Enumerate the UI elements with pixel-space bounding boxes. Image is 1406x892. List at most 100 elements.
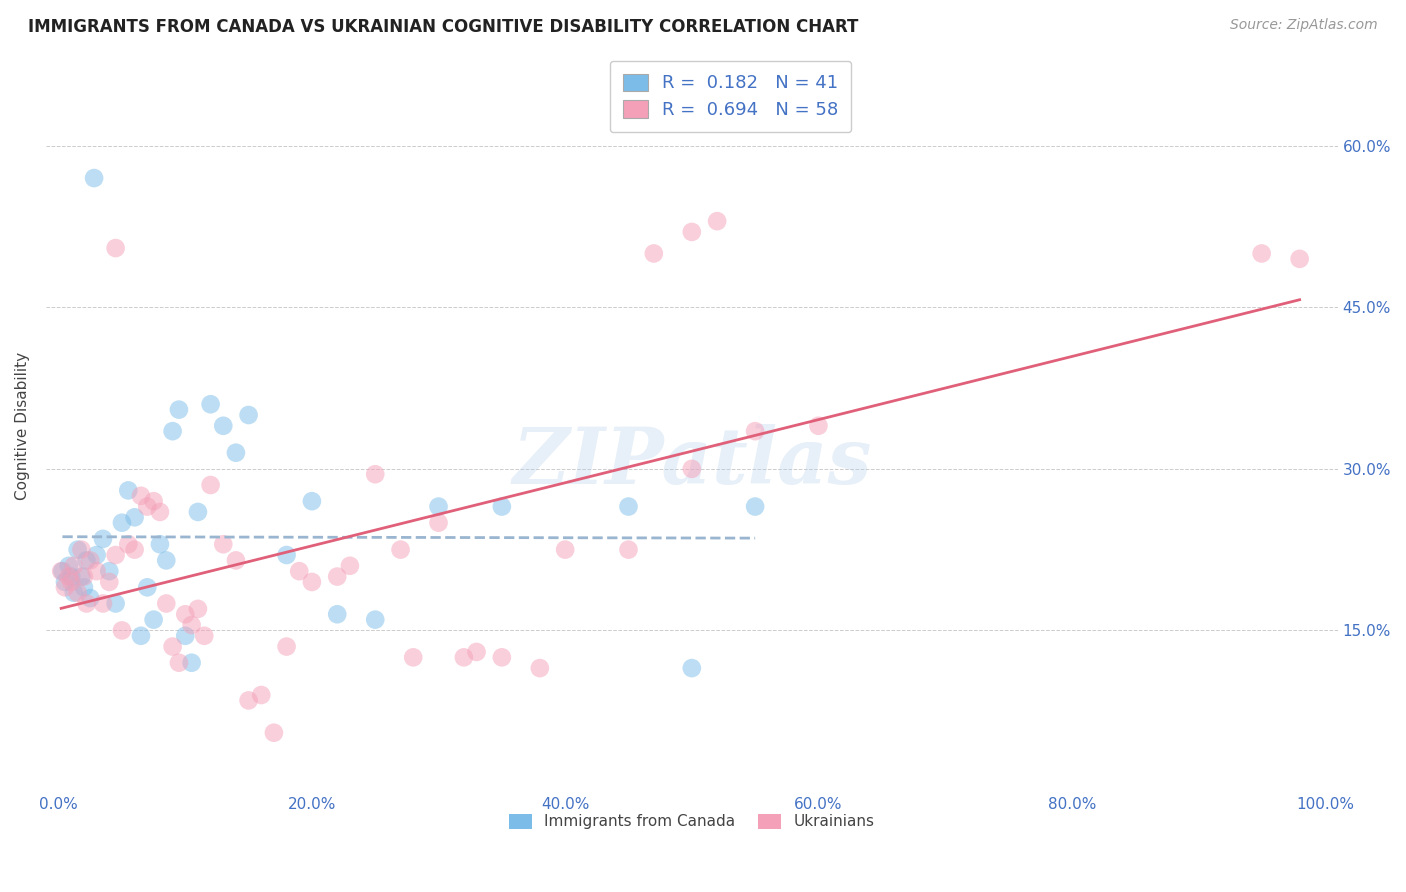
Point xyxy=(86,548,108,562)
Point xyxy=(339,558,361,573)
Point xyxy=(136,580,159,594)
Point xyxy=(70,569,93,583)
Point xyxy=(66,585,89,599)
Point xyxy=(389,542,412,557)
Point xyxy=(73,580,96,594)
Point xyxy=(326,569,349,583)
Point xyxy=(53,580,76,594)
Point xyxy=(66,542,89,557)
Point xyxy=(104,241,127,255)
Point xyxy=(681,462,703,476)
Point xyxy=(79,553,101,567)
Point xyxy=(162,424,184,438)
Point xyxy=(465,645,488,659)
Point xyxy=(117,483,139,498)
Point xyxy=(301,494,323,508)
Point xyxy=(60,574,83,589)
Point xyxy=(136,500,159,514)
Point xyxy=(174,629,197,643)
Point xyxy=(301,574,323,589)
Point xyxy=(111,516,134,530)
Point xyxy=(364,613,387,627)
Text: ZIPatlas: ZIPatlas xyxy=(512,425,872,500)
Point xyxy=(129,489,152,503)
Point xyxy=(76,553,98,567)
Point xyxy=(70,542,93,557)
Point xyxy=(124,510,146,524)
Point xyxy=(162,640,184,654)
Point xyxy=(51,564,73,578)
Point xyxy=(225,446,247,460)
Point xyxy=(117,537,139,551)
Point xyxy=(200,397,222,411)
Point xyxy=(200,478,222,492)
Point xyxy=(453,650,475,665)
Point xyxy=(63,585,86,599)
Point xyxy=(681,225,703,239)
Point xyxy=(238,693,260,707)
Point xyxy=(98,564,121,578)
Point xyxy=(225,553,247,567)
Point xyxy=(326,607,349,622)
Point xyxy=(276,640,298,654)
Point xyxy=(167,656,190,670)
Point xyxy=(51,564,73,578)
Point xyxy=(111,624,134,638)
Point xyxy=(617,500,640,514)
Point xyxy=(76,597,98,611)
Point xyxy=(427,516,450,530)
Point xyxy=(1288,252,1310,266)
Point xyxy=(104,597,127,611)
Point xyxy=(149,505,172,519)
Point xyxy=(364,467,387,482)
Point xyxy=(142,613,165,627)
Point xyxy=(58,569,80,583)
Point xyxy=(263,725,285,739)
Y-axis label: Cognitive Disability: Cognitive Disability xyxy=(15,351,30,500)
Point xyxy=(91,532,114,546)
Point xyxy=(73,569,96,583)
Point xyxy=(187,505,209,519)
Point xyxy=(643,246,665,260)
Point xyxy=(180,656,202,670)
Point xyxy=(53,574,76,589)
Point xyxy=(63,558,86,573)
Point xyxy=(212,537,235,551)
Point xyxy=(744,424,766,438)
Point xyxy=(706,214,728,228)
Point xyxy=(288,564,311,578)
Point xyxy=(155,597,177,611)
Point xyxy=(142,494,165,508)
Point xyxy=(744,500,766,514)
Point xyxy=(129,629,152,643)
Point xyxy=(58,558,80,573)
Point xyxy=(681,661,703,675)
Point xyxy=(104,548,127,562)
Point xyxy=(554,542,576,557)
Point xyxy=(174,607,197,622)
Point xyxy=(807,418,830,433)
Point xyxy=(60,569,83,583)
Text: IMMIGRANTS FROM CANADA VS UKRAINIAN COGNITIVE DISABILITY CORRELATION CHART: IMMIGRANTS FROM CANADA VS UKRAINIAN COGN… xyxy=(28,18,859,36)
Point xyxy=(83,171,105,186)
Point xyxy=(124,542,146,557)
Point xyxy=(98,574,121,589)
Point xyxy=(491,650,513,665)
Point xyxy=(91,597,114,611)
Point xyxy=(402,650,425,665)
Point xyxy=(491,500,513,514)
Point xyxy=(212,418,235,433)
Point xyxy=(180,618,202,632)
Point xyxy=(149,537,172,551)
Point xyxy=(167,402,190,417)
Point xyxy=(250,688,273,702)
Point xyxy=(427,500,450,514)
Point xyxy=(1250,246,1272,260)
Text: Source: ZipAtlas.com: Source: ZipAtlas.com xyxy=(1230,18,1378,32)
Point xyxy=(79,591,101,606)
Point xyxy=(238,408,260,422)
Point xyxy=(86,564,108,578)
Point xyxy=(193,629,215,643)
Point xyxy=(276,548,298,562)
Legend: Immigrants from Canada, Ukrainians: Immigrants from Canada, Ukrainians xyxy=(503,808,880,836)
